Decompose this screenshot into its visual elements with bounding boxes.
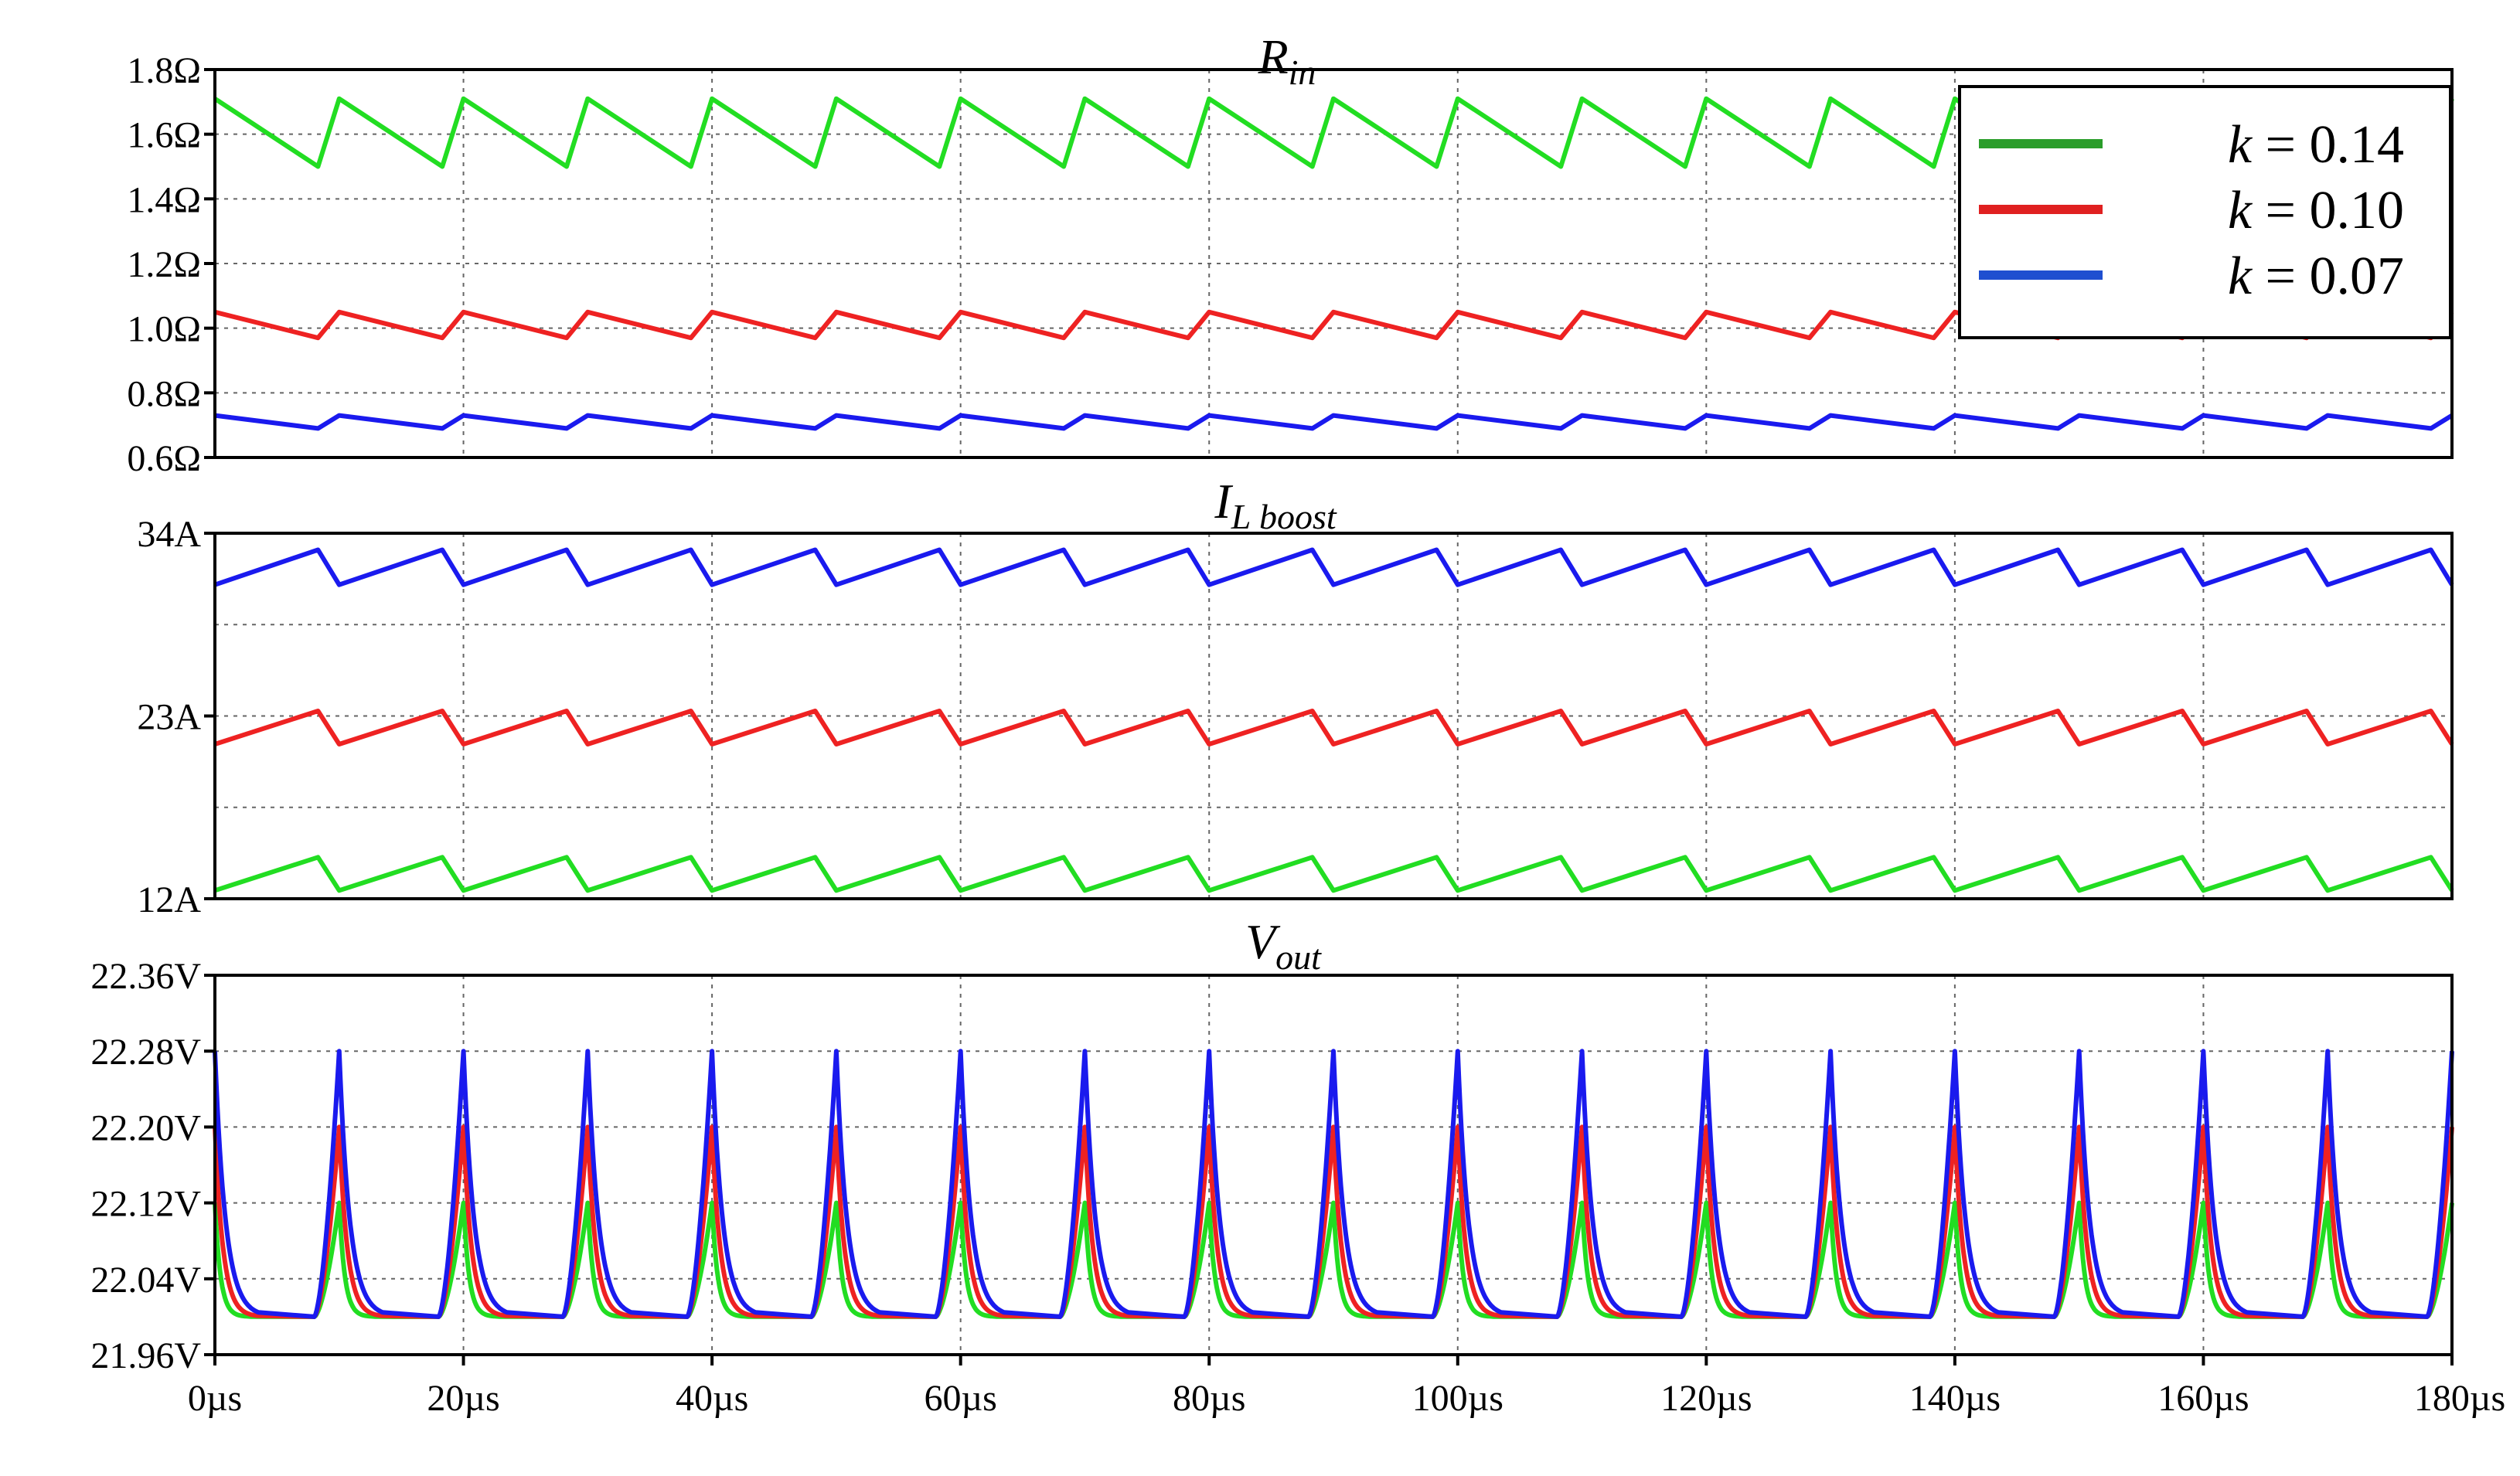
- y-tick-label: 12A: [137, 879, 201, 920]
- series-line-007: [213, 1049, 2454, 1319]
- legend-label-k014: k = 0.14: [2228, 115, 2404, 175]
- y-tick-label: 21.96V: [90, 1335, 201, 1376]
- legend-label-k007: k = 0.07: [2228, 247, 2404, 306]
- y-tick-label: 22.12V: [90, 1184, 201, 1225]
- x-tick-label: 160µs: [2157, 1378, 2249, 1419]
- panel-il-boost: 12A 23A 34A IL boost: [137, 474, 2454, 920]
- y-tick-label: 22.20V: [90, 1107, 201, 1148]
- x-tick-label: 0µs: [188, 1378, 242, 1419]
- series-line-010: [213, 1124, 2454, 1319]
- x-tick-label: 140µs: [1909, 1378, 2001, 1419]
- y-tick-label: 22.04V: [90, 1260, 201, 1301]
- x-tick-label: 60µs: [924, 1378, 996, 1419]
- plot-frame: [213, 974, 2454, 1356]
- panel-title: Rin: [1258, 29, 1316, 92]
- panel-title: Vout: [1245, 914, 1322, 977]
- y-tick-label: 1.0Ω: [127, 309, 201, 350]
- x-axis: 0µs 20µs 40µs 60µs 80µs 100µs 120µs 140µs 160µs 1…: [188, 1355, 2505, 1419]
- y-tick-label: 1.6Ω: [127, 115, 201, 156]
- x-tick-label: 180µs: [2414, 1378, 2505, 1419]
- series-line-010: [214, 709, 2454, 747]
- series-line-014: [214, 855, 2454, 893]
- x-tick-label: 100µs: [1412, 1378, 1503, 1419]
- legend: k = 0.14 k = 0.10 k = 0.07: [1958, 85, 2452, 339]
- legend-label-k010: k = 0.10: [2228, 181, 2404, 240]
- panel-title: IL boost: [1214, 474, 1337, 536]
- y-tick-label: 34A: [137, 514, 201, 555]
- y-tick-label: 1.8Ω: [127, 50, 201, 91]
- x-tick-label: 120µs: [1660, 1378, 1752, 1419]
- y-tick-label: 0.6Ω: [127, 438, 201, 479]
- series-line-014: [213, 1200, 2454, 1319]
- y-tick-label: 22.28V: [90, 1032, 201, 1073]
- y-tick-label: 1.4Ω: [127, 179, 201, 220]
- y-tick-label: 1.2Ω: [127, 244, 201, 285]
- series-line-007: [214, 413, 2454, 431]
- x-tick-label: 20µs: [427, 1378, 499, 1419]
- panel-vout: 21.96V 22.04V 22.12V 22.20V 22.28V 22.36V Vout: [90, 914, 2454, 1376]
- y-tick-label: 22.36V: [90, 956, 201, 997]
- x-tick-label: 80µs: [1173, 1378, 1245, 1419]
- series-line-007: [214, 547, 2454, 587]
- y-tick-label: 0.8Ω: [127, 373, 201, 414]
- x-tick-label: 40µs: [676, 1378, 748, 1419]
- y-tick-label: 23A: [137, 697, 201, 738]
